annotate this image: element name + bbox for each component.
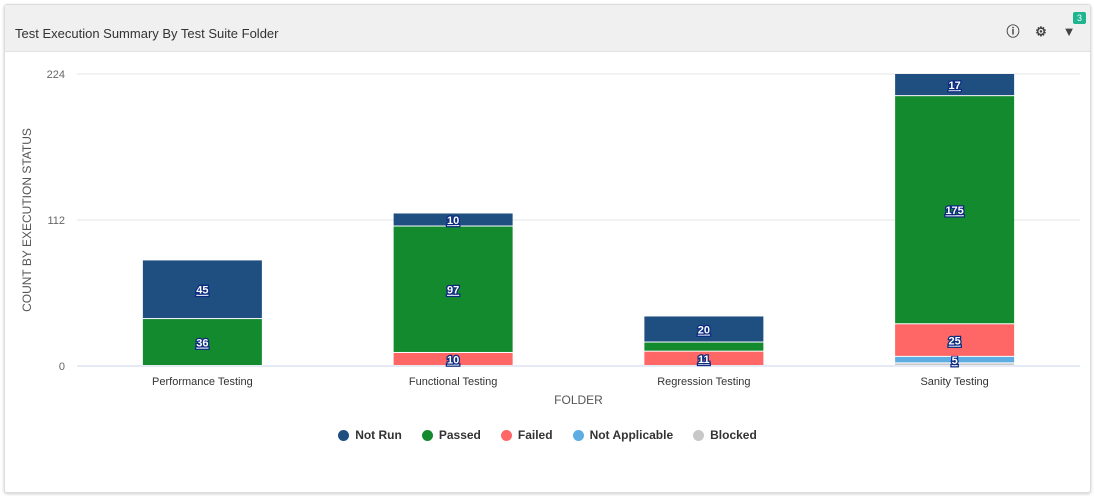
legend-marker (421, 429, 433, 441)
data-label: 97 (447, 285, 459, 297)
bar-segment-not-applicable (895, 356, 1015, 363)
data-label: 17 (949, 80, 961, 92)
legend-marker (500, 429, 512, 441)
y-axis-title: COUNT BY EXECUTION STATUS (20, 128, 34, 312)
data-label: 45 (196, 285, 208, 297)
data-label: 175 (945, 205, 963, 217)
filter-count-badge: 3 (1072, 12, 1086, 24)
stacked-bar-chart: 0 112 224 36 45 Performance Testing 10 97 10 Func… (20, 69, 1080, 407)
y-tick-label: 0 (59, 361, 65, 373)
bar-segment-not-run (644, 316, 764, 342)
bar-segment-passed (644, 342, 764, 351)
bar-segment-passed (393, 226, 513, 352)
bar-segment-not-run (895, 74, 1015, 96)
bar-segment-failed (895, 324, 1015, 356)
legend-marker (572, 429, 584, 441)
x-tick-label: Regression Testing (657, 376, 750, 388)
bar-segment-passed (895, 96, 1015, 324)
widget-title: Test Execution Summary By Test Suite Fol… (15, 26, 279, 41)
bar-segment-failed (644, 351, 764, 365)
filter-icon[interactable]: ▼ (1062, 24, 1076, 39)
legend-label: Not Run (355, 428, 402, 442)
bar-segment-not-run (393, 213, 513, 226)
data-label: 36 (196, 338, 208, 350)
legend-item-blocked[interactable]: Blocked (693, 428, 757, 442)
bar-segment-failed (393, 352, 513, 365)
legend-label: Passed (438, 428, 481, 442)
data-label: 10 (447, 354, 459, 366)
info-icon[interactable]: ⓘ (1006, 24, 1020, 39)
y-tick-label: 112 (47, 215, 65, 227)
legend-item-not-applicable[interactable]: Not Applicable (572, 428, 674, 442)
y-tick-label: 224 (47, 69, 65, 81)
legend-marker (693, 429, 705, 441)
chart-widget: Test Execution Summary By Test Suite Fol… (4, 4, 1091, 493)
legend: Not Run Passed Failed Not Applicable Blocked (5, 428, 1090, 442)
bar-segment-not-run (142, 260, 262, 319)
legend-label: Not Applicable (589, 428, 674, 442)
data-label: 11 (698, 354, 710, 366)
gear-icon[interactable]: ⚙ (1035, 24, 1047, 39)
bar-segment-blocked (895, 363, 1015, 365)
data-label: 5 (952, 355, 958, 367)
widget-header: Test Execution Summary By Test Suite Fol… (5, 5, 1090, 52)
x-tick-label: Functional Testing (409, 376, 497, 388)
bar-segment-passed (142, 319, 262, 365)
data-label: 20 (698, 325, 710, 337)
legend-label: Failed (517, 428, 553, 442)
legend-item-passed[interactable]: Passed (421, 428, 481, 442)
legend-label: Blocked (710, 428, 757, 442)
legend-marker (338, 429, 350, 441)
x-tick-label: Sanity Testing (920, 376, 988, 388)
x-tick-label: Performance Testing (152, 376, 253, 388)
x-axis-title: FOLDER (554, 393, 603, 407)
data-label: 10 (447, 215, 459, 227)
legend-item-failed[interactable]: Failed (500, 428, 553, 442)
legend-item-not-run[interactable]: Not Run (338, 428, 402, 442)
data-label: 25 (949, 336, 961, 348)
